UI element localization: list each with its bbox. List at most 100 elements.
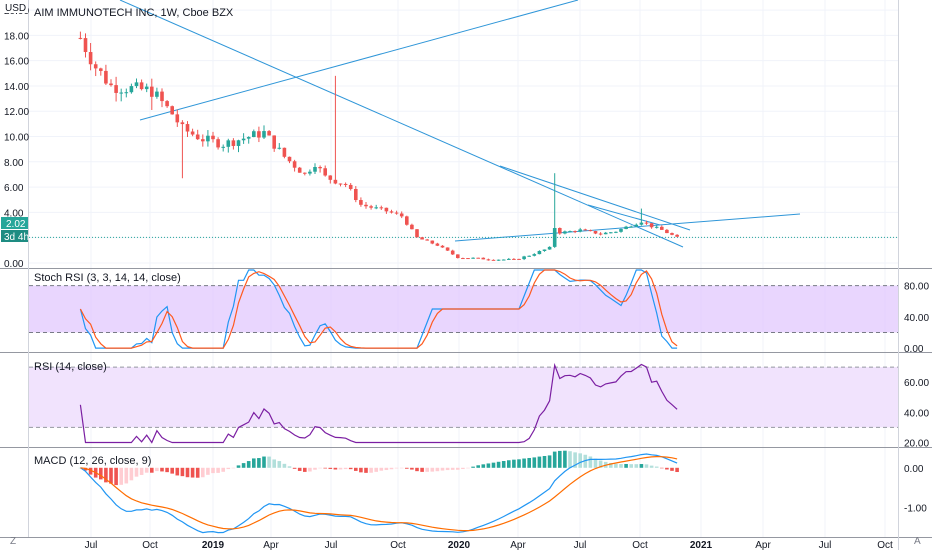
macd-histogram-bar <box>542 456 547 468</box>
zoom-reset-icon[interactable]: Z <box>10 536 16 547</box>
candle-body <box>614 231 618 233</box>
macd-histogram-bar <box>420 467 424 472</box>
candle-body <box>639 222 644 225</box>
macd-histogram-bar <box>517 459 521 468</box>
candle-body <box>558 228 562 234</box>
price-tick-label: 6.00 <box>4 183 24 194</box>
candle-body <box>670 233 674 235</box>
candle-body <box>354 188 358 201</box>
macd-histogram-bar <box>573 452 577 468</box>
macd-histogram-bar <box>369 467 373 473</box>
macd-histogram-bar <box>109 467 113 484</box>
candle-body <box>507 258 511 260</box>
macd-histogram-bar <box>308 467 312 472</box>
macd-histogram-bar <box>104 467 108 483</box>
macd-histogram-bar <box>359 467 363 473</box>
macd-histogram-bar <box>83 467 88 471</box>
candle-body <box>410 224 414 230</box>
candle-body <box>88 52 93 65</box>
candle-body <box>175 114 180 123</box>
candle-body <box>262 131 266 138</box>
macd-histogram-bar <box>644 464 649 468</box>
candle-body <box>660 226 664 230</box>
candle-body <box>104 70 108 84</box>
candle-body <box>517 258 521 260</box>
macd-histogram-bar <box>246 461 251 468</box>
macd-histogram-bar <box>201 467 205 478</box>
candle-body <box>144 86 149 90</box>
stoch-tick-label: 40.00 <box>904 313 929 324</box>
macd-histogram-bar <box>665 467 669 470</box>
rsi-tick-label: 20.00 <box>904 438 929 449</box>
rsi-title: RSI (14, close) <box>34 361 107 373</box>
macd-histogram-bar <box>501 461 506 468</box>
macd-histogram-bar <box>231 467 236 469</box>
candle-body <box>435 243 440 246</box>
price-tick-label: 4.00 <box>4 208 24 219</box>
time-tick-label: Jul <box>574 540 587 550</box>
candle-body <box>328 175 333 180</box>
candle-body <box>308 171 312 174</box>
macd-histogram-bar <box>155 467 159 472</box>
macd-histogram-bar <box>267 456 271 468</box>
macd-histogram-bar <box>170 467 174 474</box>
macd-histogram-bar <box>379 467 384 471</box>
currency-box <box>2 1 28 13</box>
candle-body <box>246 137 251 139</box>
macd-histogram-bar <box>456 467 460 470</box>
candle-body <box>364 204 368 207</box>
candle-body <box>399 213 404 217</box>
macd-histogram-bar <box>670 467 674 471</box>
candle-body <box>93 64 98 69</box>
macd-histogram-bar <box>195 467 200 478</box>
candle-body <box>552 228 557 247</box>
candle-body <box>573 231 577 233</box>
candle-body <box>267 131 271 136</box>
trendline <box>587 204 661 226</box>
candle-body <box>578 229 582 232</box>
candle-body <box>379 207 384 209</box>
macd-histogram-bar <box>185 467 190 478</box>
macd-histogram-bar <box>272 459 276 468</box>
candle-body <box>675 234 679 237</box>
macd-histogram-bar <box>297 467 302 471</box>
candle-body <box>185 124 190 132</box>
trendline <box>119 0 684 248</box>
candle-body <box>226 140 231 147</box>
time-tick-label: Apr <box>263 540 279 550</box>
time-tick-label: Jul <box>325 540 338 550</box>
macd-histogram-bar <box>547 455 552 468</box>
macd-histogram-bar <box>634 464 639 468</box>
candle-body <box>216 139 220 148</box>
price-tick-label: 10.00 <box>4 133 29 144</box>
macd-histogram-bar <box>364 467 368 473</box>
time-tick-label: Oct <box>390 540 406 550</box>
time-tick-label: Jul <box>819 540 832 550</box>
candle-body <box>252 131 256 138</box>
macd-histogram-bar <box>343 467 348 470</box>
macd-histogram-bar <box>303 467 307 472</box>
macd-histogram-bar <box>471 466 475 468</box>
macd-histogram-bar <box>522 458 526 468</box>
candle-body <box>124 92 129 94</box>
candles <box>78 31 679 261</box>
countdown-value: 3d 4h <box>4 232 29 243</box>
price-tick-label: 8.00 <box>4 158 24 169</box>
macd-histogram-bar <box>578 453 582 468</box>
macd-histogram-bar <box>588 456 593 468</box>
macd-histogram-bar <box>114 467 118 486</box>
time-tick-label: Jul <box>85 540 98 550</box>
macd-histogram-bar <box>496 461 501 468</box>
macd-histogram-bar <box>348 467 353 470</box>
candle-body <box>139 82 144 90</box>
candle-body <box>277 147 282 149</box>
auto-scale-icon[interactable]: A <box>914 536 921 547</box>
price-tick-label: 18.00 <box>4 31 29 42</box>
candle-body <box>236 140 241 146</box>
candle-body <box>114 85 118 93</box>
macd-histogram-bar <box>598 460 603 468</box>
candle-body <box>201 139 205 142</box>
macd-histogram-bar <box>257 458 261 468</box>
candle-body <box>481 257 486 260</box>
